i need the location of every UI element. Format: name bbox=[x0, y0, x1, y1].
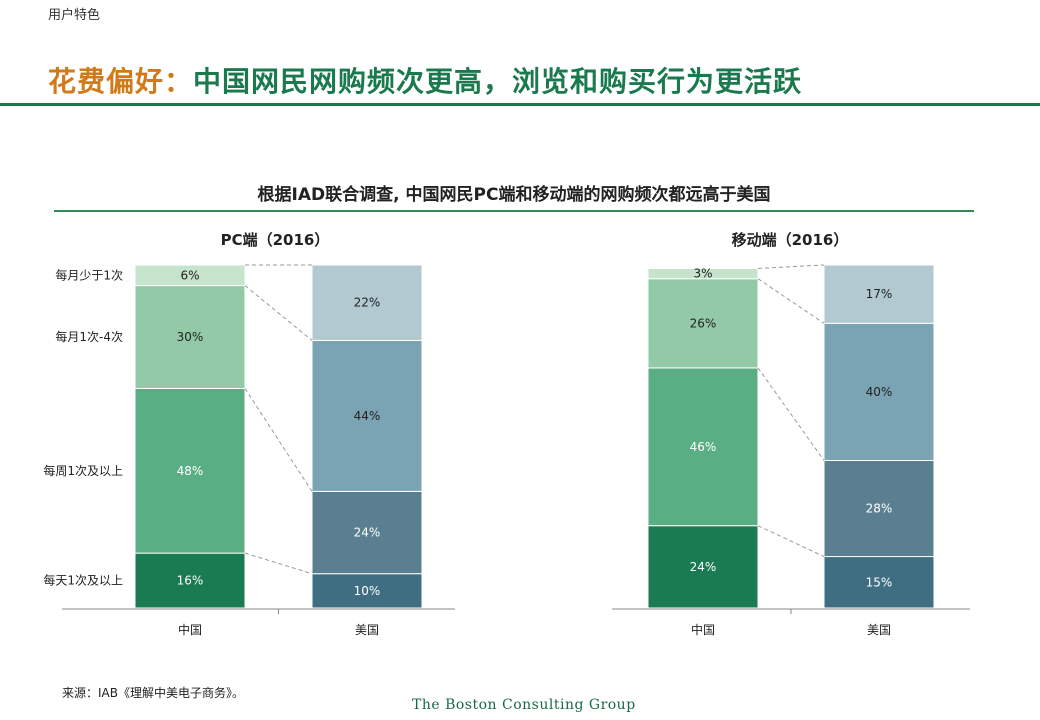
bar-segment bbox=[134, 387, 246, 554]
bar-segment bbox=[134, 285, 246, 389]
chart-title: 移动端（2016） bbox=[732, 231, 849, 249]
bar-segment bbox=[647, 278, 759, 369]
data-label: 30% bbox=[177, 330, 204, 344]
title-divider bbox=[0, 103, 1040, 106]
bar-segment bbox=[823, 264, 935, 324]
connector-line bbox=[757, 367, 825, 461]
data-label: 24% bbox=[354, 526, 381, 540]
data-label: 22% bbox=[354, 296, 381, 310]
connector-line bbox=[757, 264, 825, 269]
connector-line bbox=[244, 285, 313, 341]
bar-segment bbox=[311, 573, 423, 609]
connector-line bbox=[244, 552, 313, 575]
data-label: 24% bbox=[690, 560, 717, 574]
x-tick-label: 美国 bbox=[355, 623, 379, 637]
chart-subtitle: 根据IAD联合调查, 中国网民PC端和移动端的网购频次都远高于美国 bbox=[257, 185, 771, 205]
bar-segment bbox=[823, 322, 935, 462]
connector-line bbox=[757, 525, 825, 558]
page-title: 花费偏好：中国网民网购频次更高，浏览和购买行为更活跃 bbox=[48, 60, 802, 100]
data-label: 48% bbox=[177, 464, 204, 478]
data-label: 3% bbox=[693, 267, 712, 281]
brand-logo: The Boston Consulting Group bbox=[412, 697, 636, 713]
bar-segment bbox=[647, 367, 759, 527]
data-label: 44% bbox=[354, 409, 381, 423]
title-main: 中国网民网购频次更高，浏览和购买行为更活跃 bbox=[193, 65, 803, 98]
bar-segment bbox=[311, 490, 423, 575]
data-label: 10% bbox=[354, 584, 381, 598]
data-label: 26% bbox=[690, 316, 717, 330]
source-note: 来源：IAB《理解中美电子商务》。 bbox=[62, 686, 244, 700]
bar-segment bbox=[311, 339, 423, 492]
title-prefix: 花费偏好： bbox=[48, 65, 194, 98]
connector-line bbox=[244, 388, 313, 492]
data-label: 40% bbox=[866, 385, 893, 399]
legend-label: 每月少于1次 bbox=[55, 267, 123, 282]
subtitle-divider bbox=[54, 210, 974, 212]
data-label: 15% bbox=[866, 575, 893, 589]
data-label: 28% bbox=[866, 502, 893, 516]
section-label: 用户特色 bbox=[48, 8, 101, 23]
bar-segment bbox=[134, 264, 246, 287]
legend-label: 每天1次及以上 bbox=[43, 573, 123, 588]
data-label: 17% bbox=[866, 287, 893, 301]
bar-segment bbox=[647, 267, 759, 280]
bar-segment bbox=[823, 556, 935, 609]
x-tick-label: 中国 bbox=[178, 622, 202, 637]
data-label: 6% bbox=[180, 268, 199, 282]
x-tick-label: 中国 bbox=[691, 622, 715, 637]
bar-segment bbox=[647, 525, 759, 609]
bar-segment bbox=[311, 264, 423, 341]
data-label: 46% bbox=[690, 440, 717, 454]
legend-label: 每月1次-4次 bbox=[55, 329, 123, 344]
legend-label: 每周1次及以上 bbox=[43, 463, 123, 478]
chart-title: PC端（2016） bbox=[221, 231, 330, 249]
data-label: 16% bbox=[177, 574, 204, 588]
x-tick-label: 美国 bbox=[867, 623, 891, 637]
connector-line bbox=[757, 278, 825, 324]
